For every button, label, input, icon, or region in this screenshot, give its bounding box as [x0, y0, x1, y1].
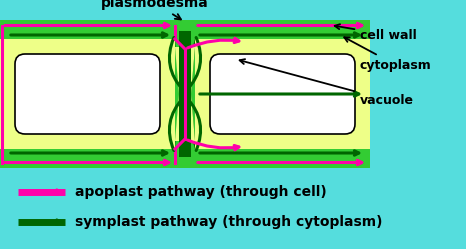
FancyBboxPatch shape	[210, 54, 355, 134]
Polygon shape	[179, 94, 195, 149]
Bar	[179, 31, 191, 157]
Text: plasmodesma: plasmodesma	[101, 0, 209, 19]
Text: symplast pathway (through cytoplasm): symplast pathway (through cytoplasm)	[75, 215, 383, 229]
Bar	[0, 149, 370, 157]
Bar	[0, 39, 175, 149]
Bar	[179, 31, 191, 157]
Bar	[0, 31, 370, 39]
Bar	[0, 20, 370, 168]
FancyBboxPatch shape	[15, 54, 160, 134]
Polygon shape	[175, 47, 195, 94]
Bar	[0, 31, 370, 157]
Text: cytoplasm: cytoplasm	[344, 37, 432, 71]
Polygon shape	[175, 39, 191, 94]
Text: cell wall: cell wall	[335, 24, 417, 42]
Polygon shape	[179, 39, 195, 94]
Bar	[175, 20, 195, 168]
Text: vacuole: vacuole	[240, 59, 414, 107]
Bar	[195, 39, 370, 149]
Polygon shape	[175, 94, 191, 149]
Text: apoplast pathway (through cell): apoplast pathway (through cell)	[75, 185, 327, 199]
Polygon shape	[175, 94, 195, 141]
